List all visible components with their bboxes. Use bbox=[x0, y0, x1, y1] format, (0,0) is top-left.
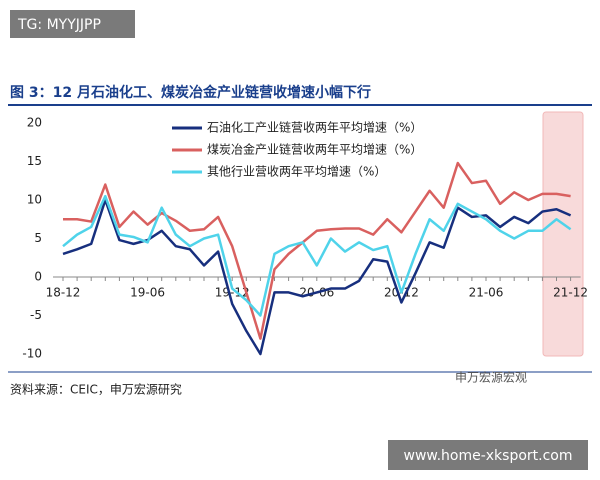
x-tick-label: 18-12 bbox=[46, 286, 81, 300]
x-tick-label: 19-06 bbox=[130, 286, 165, 300]
x-tick-label: 21-06 bbox=[469, 286, 504, 300]
footer-url: www.home-xksport.com bbox=[404, 448, 573, 464]
y-tick-label: -5 bbox=[30, 308, 42, 322]
y-tick-label: -10 bbox=[22, 347, 42, 361]
highlight bbox=[542, 111, 584, 357]
series-line bbox=[63, 161, 571, 340]
chart-title: 图 3：12 月石油化工、煤炭冶金产业链营收增速小幅下行 bbox=[10, 84, 371, 101]
series-line bbox=[62, 194, 572, 317]
x-tick-label: 21-12 bbox=[553, 286, 588, 300]
legend-label: 石油化工产业链营收两年平均增速（%） bbox=[207, 120, 422, 135]
y-tick-label: 0 bbox=[34, 270, 42, 284]
watermark-box bbox=[10, 10, 135, 38]
annotation: 申万宏源宏观 bbox=[455, 370, 527, 385]
y-tick-label: 5 bbox=[34, 231, 42, 245]
y-tick-label: 15 bbox=[27, 154, 42, 168]
legend-label: 煤炭冶金产业链营收两年平均增速（%） bbox=[207, 142, 422, 157]
legend-label: 其他行业营收两年平均增速（%） bbox=[207, 165, 386, 179]
y-tick-label: 10 bbox=[27, 193, 42, 207]
footer-box bbox=[388, 440, 588, 470]
y-tick-label: 20 bbox=[27, 116, 42, 130]
watermark: TG: MYYJJPP bbox=[17, 17, 101, 33]
source: 资料来源：CEIC，申万宏源研究 bbox=[10, 382, 182, 397]
